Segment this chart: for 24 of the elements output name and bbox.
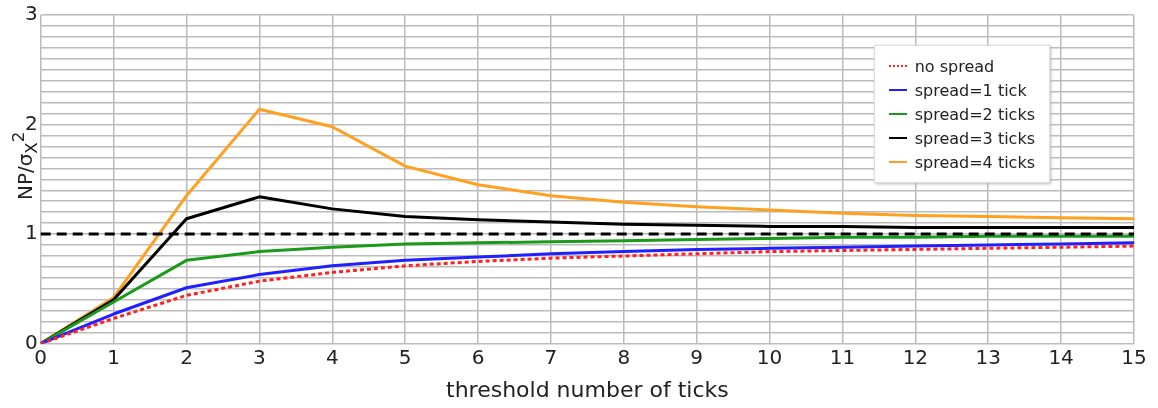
- x-tick-label: 4: [325, 344, 339, 369]
- x-tick-label: 5: [398, 344, 412, 369]
- x-tick-label: 14: [1048, 344, 1074, 369]
- x-tick-label: 13: [975, 344, 1001, 369]
- x-tick-label: 11: [829, 344, 856, 369]
- legend-label: spread=3 ticks: [914, 128, 1035, 148]
- legend-label: spread=2 ticks: [914, 104, 1035, 124]
- x-tick-label: 6: [471, 344, 485, 369]
- x-tick-label: 12: [902, 344, 929, 369]
- x-tick-label: 10: [756, 344, 783, 369]
- x-tick-label: 1: [107, 344, 120, 369]
- x-tick-label: 8: [617, 344, 631, 369]
- x-tick-label: 3: [253, 344, 266, 369]
- x-axis-title: threshold number of ticks: [446, 376, 729, 402]
- y-tick-label: 1: [24, 220, 38, 245]
- x-tick-label: 15: [1121, 344, 1147, 369]
- y-tick-label: 2: [24, 110, 38, 135]
- legend-label: spread=4 ticks: [914, 152, 1035, 172]
- legend-label: no spread: [914, 56, 995, 76]
- x-tick-label: 9: [690, 344, 704, 369]
- y-tick-label: 3: [24, 1, 38, 26]
- x-tick-label: 2: [180, 344, 193, 369]
- legend-label: spread=1 tick: [914, 80, 1027, 100]
- x-tick-label: 7: [544, 344, 558, 369]
